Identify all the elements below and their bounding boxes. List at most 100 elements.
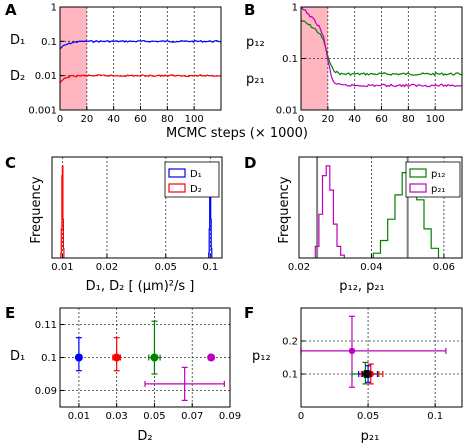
panel-d-xlabel-p12: p₁₂ xyxy=(339,279,358,294)
panel-a-xtick-label-0: 0 xyxy=(57,114,63,125)
panel-label-f: F xyxy=(244,304,254,322)
panel-c-xlabel: D₁, D₂ [ (μm)²/s ] xyxy=(86,279,195,294)
panel-d-xlabel: p₁₂, p₂₁ xyxy=(339,279,385,294)
panel-c-xtick-label-2: 0.05 xyxy=(155,262,177,273)
panel-e-xtick-label-0: 0.01 xyxy=(68,411,90,422)
panel-b-ytick-label-0: 0.01 xyxy=(276,106,298,117)
panel-f-ytick-label-0: 0.1 xyxy=(282,370,298,381)
panel-f-chart: 0 0.05 0.1 0.1 0.2 p₁₂ p₂₁ xyxy=(252,307,463,443)
panel-a-series-d2-line xyxy=(59,74,221,83)
panel-c-chart: 0.01 0.02 0.05 0.1 D₁ D₂ Frequency D₁, D₂ [ … xyxy=(29,156,223,294)
panel-e-grid xyxy=(60,308,230,407)
panel-d-ticks: 0.02 0.04 0.06 xyxy=(288,254,455,273)
panel-e-ytick-label-1: 0.1 xyxy=(41,353,57,364)
panel-d-hist-p21 xyxy=(314,165,345,258)
panel-e-point-2-marker xyxy=(150,353,159,362)
panel-b-series-p21-line xyxy=(300,6,462,88)
panel-a-series xyxy=(59,39,221,83)
panel-e-ticks: 0.01 0.03 0.05 0.07 0.09 0.09 0.1 0.11 xyxy=(35,320,241,422)
panel-a-xtick-label-4: 80 xyxy=(161,114,174,125)
panel-a-ytick-label-0: 0.001 xyxy=(28,106,57,117)
panel-b-xtick-label-1: 20 xyxy=(321,114,334,125)
panel-f-point-0-marker xyxy=(348,347,356,355)
panel-a-ytick-label-3: 1 xyxy=(51,3,57,14)
panel-a-ytick-label-2: 0.1 xyxy=(41,37,57,48)
panel-a-chart: 0 20 40 60 80 100 0.001 0.01 0.1 1 D₁ D₂ xyxy=(10,3,222,126)
panel-c-legend-label-d2: D₂ xyxy=(190,184,202,195)
panel-b-chart: 0 20 40 60 80 100 0.01 0.1 1 p₁₂ p₂₁ xyxy=(246,3,463,126)
panel-d-xtick-label-2: 0.06 xyxy=(433,262,455,273)
panel-c-xtick-label-0: 0.01 xyxy=(51,262,73,273)
panel-e-ytick-label-2: 0.11 xyxy=(35,320,57,331)
panel-c-legend-label-d1: D₁ xyxy=(190,169,202,180)
panel-label-c: C xyxy=(5,154,16,172)
panel-f-xlabel: p₂₁ xyxy=(361,429,380,443)
panel-d-legend-label-p12: p₁₂ xyxy=(431,169,445,180)
panel-f-frame xyxy=(300,307,463,408)
panel-f-xtick-label-1: 0.05 xyxy=(357,411,379,422)
panel-c-legend-box xyxy=(164,161,220,198)
shared-xlabel-mcmc: MCMC steps (× 1000) xyxy=(166,126,308,141)
panel-c-legend-swatch-d1 xyxy=(168,168,186,178)
panel-f-ytick-label-1: 0.2 xyxy=(282,337,298,348)
panel-d-legend: p₁₂ p₂₁ xyxy=(405,161,461,198)
panel-d-chart: 0.02 0.04 0.06 p₁₂ p₂₁ Frequency p₁₂, p₂₁ xyxy=(277,156,463,294)
panel-d-frame xyxy=(298,156,463,259)
panel-c-xtick-label-1: 0.02 xyxy=(96,262,118,273)
panel-d-legend-box xyxy=(405,161,461,198)
panel-d-xtick-label-1: 0.04 xyxy=(360,262,382,273)
panel-a-xtick-label-3: 60 xyxy=(134,114,147,125)
panel-a-xtick-label-2: 40 xyxy=(107,114,120,125)
panel-a-ylabel-d2: D₂ xyxy=(10,69,25,84)
panel-d-xtick-label-0: 0.02 xyxy=(288,262,310,273)
panel-b-xtick-label-5: 100 xyxy=(426,114,445,125)
panel-b-series xyxy=(300,6,462,88)
panel-e-xtick-label-2: 0.05 xyxy=(143,411,165,422)
panel-f-xtick-label-2: 0.1 xyxy=(427,411,443,422)
panel-e-point-3-marker xyxy=(207,353,216,362)
panel-c-legend-swatch-d2 xyxy=(168,183,186,193)
panel-a-ticks: 0 20 40 60 80 100 0.001 0.01 0.1 1 xyxy=(28,3,203,126)
panel-label-b: B xyxy=(244,1,255,19)
panel-b-xtick-label-3: 60 xyxy=(375,114,388,125)
panel-f-series xyxy=(300,315,447,388)
panel-b-xtick-label-2: 40 xyxy=(348,114,361,125)
panel-d-xlabel-sep: , xyxy=(358,279,362,294)
panel-label-e: E xyxy=(5,304,15,322)
panel-f-point-4-marker xyxy=(363,370,370,378)
panel-b-xtick-label-0: 0 xyxy=(298,114,304,125)
panel-e-ylabel: D₁ xyxy=(10,349,25,364)
panel-d-legend-swatch-p21 xyxy=(409,183,427,193)
panel-d-vlines xyxy=(316,157,409,258)
panel-e-point-0-marker xyxy=(74,353,83,362)
panel-a-burn-in-region xyxy=(60,7,87,110)
panel-d-ylabel: Frequency xyxy=(277,176,292,243)
panel-c-ticks: 0.01 0.02 0.05 0.1 xyxy=(51,254,218,273)
panel-e-xlabel: D₂ xyxy=(137,429,152,443)
panel-e-xtick-label-3: 0.07 xyxy=(181,411,203,422)
panel-a-xtick-label-5: 100 xyxy=(185,114,204,125)
panel-f-xtick-label-0: 0 xyxy=(298,411,304,422)
panel-d-legend-label-p21: p₂₁ xyxy=(431,184,445,195)
panel-e-xtick-label-1: 0.03 xyxy=(106,411,128,422)
panel-b-ytick-label-1: 0.1 xyxy=(282,54,298,65)
panel-c-hist-d2 xyxy=(60,165,65,258)
panel-f-ticks: 0 0.05 0.1 0.1 0.2 xyxy=(282,337,443,423)
panel-a-ytick-label-1: 0.01 xyxy=(35,71,57,82)
panel-e-point-1-marker xyxy=(112,353,121,362)
panel-a-series-d1-line xyxy=(59,39,221,50)
panel-c-frame xyxy=(51,156,223,259)
panel-c-xtick-label-3: 0.1 xyxy=(202,262,218,273)
panel-b-ylabel-p12: p₁₂ xyxy=(246,35,265,50)
panel-d-legend-swatch-p12 xyxy=(409,168,427,178)
panel-label-d: D xyxy=(244,154,256,172)
panel-b-ylabel-p21: p₂₁ xyxy=(246,72,265,87)
panel-b-series-p12-line xyxy=(300,19,462,77)
panel-b-ytick-label-2: 1 xyxy=(292,3,298,14)
panel-e-series xyxy=(74,320,225,401)
panel-b-ticks: 0 20 40 60 80 100 0.01 0.1 1 xyxy=(276,3,445,126)
panel-c-ylabel: Frequency xyxy=(29,176,44,243)
panel-e-chart: 0.01 0.03 0.05 0.07 0.09 0.09 0.1 0.11 D₁ D₂ xyxy=(10,307,241,443)
panel-e-xtick-label-4: 0.09 xyxy=(219,411,241,422)
